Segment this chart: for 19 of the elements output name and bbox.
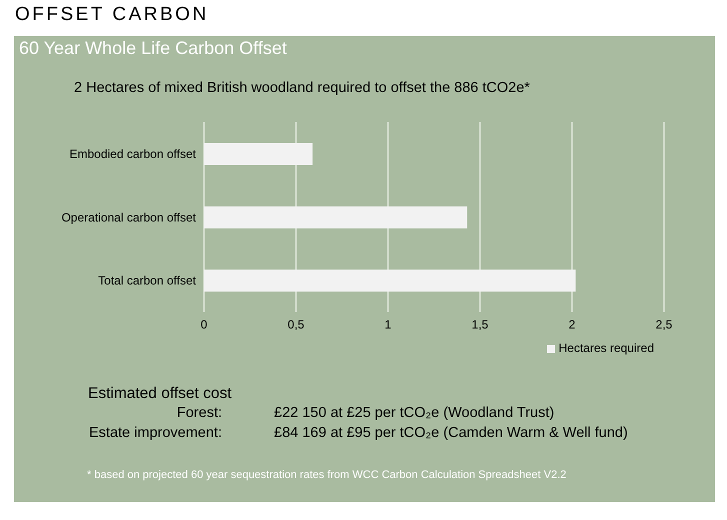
y-tick-label: Embodied carbon offset [69,146,197,161]
text: Forest: [176,405,222,421]
x-tick-label: 1 [384,318,392,332]
x-tick-label: 2 [568,318,576,332]
x-tick-label: 0,5 [288,318,305,332]
legend-label: Hectares required [558,341,654,355]
x-tick-label: 0 [200,318,208,332]
text: 2 Hectares of mixed British woodland required to offset the 886 tCO2e* [74,80,530,96]
x-tick-label: 2,5 [656,318,673,332]
text: £84 169 at £95 per tCO₂e (Camden Warm & Well fund) [274,425,628,441]
text: £22 150 at £25 per tCO₂e (Woodland Trust) [274,405,554,421]
text: Estate improvement: [89,425,222,441]
chart-subtitle: 60 Year Whole Life Carbon Offset [19,38,287,59]
y-tick-label: Operational carbon offset [61,210,197,224]
text: Estimated offset cost [88,385,232,403]
y-tick-label: Total carbon offset [98,274,197,288]
text: * based on projected 60 year sequestration rates from WCC Carbon Calculation Spreadsheet V2.2 [87,469,566,481]
x-tick-label: 1,5 [472,318,489,332]
chart-title: OFFSET CARBON [15,4,209,26]
